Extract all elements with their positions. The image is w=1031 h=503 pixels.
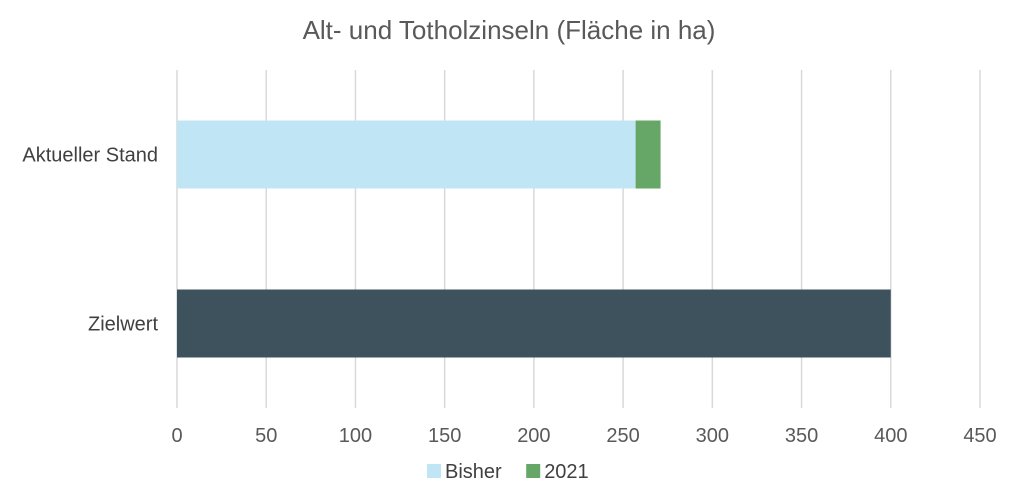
x-tick-label: 0 [171, 425, 182, 447]
legend-label: Bisher [445, 461, 502, 483]
x-axis-ticks: 0 50 100 150 200 250 300 350 400 450 [171, 425, 996, 447]
category-label: Aktueller Stand [22, 145, 158, 167]
x-tick-label: 200 [517, 425, 550, 447]
x-tick-label: 100 [339, 425, 372, 447]
legend-swatch [526, 464, 541, 478]
x-tick-label: 50 [255, 425, 277, 447]
bar-series-2-1 [177, 289, 891, 358]
x-tick-label: 150 [428, 425, 461, 447]
bar-2021-0 [635, 120, 661, 189]
chart-title: Alt- und Totholzinseln (Fläche in ha) [303, 15, 716, 45]
bar-bisher-0 [177, 120, 636, 189]
legend: Bisher 2021 [427, 461, 589, 483]
x-tick-label: 250 [606, 425, 639, 447]
x-tick-label: 350 [785, 425, 818, 447]
x-tick-label: 450 [963, 425, 996, 447]
x-tick-label: 300 [696, 425, 729, 447]
bars [177, 120, 891, 358]
legend-swatch [427, 464, 441, 478]
legend-label: 2021 [544, 461, 589, 483]
x-tick-label: 400 [874, 425, 907, 447]
category-labels: Aktueller Stand Zielwert [22, 145, 158, 336]
category-label: Zielwert [88, 314, 158, 336]
